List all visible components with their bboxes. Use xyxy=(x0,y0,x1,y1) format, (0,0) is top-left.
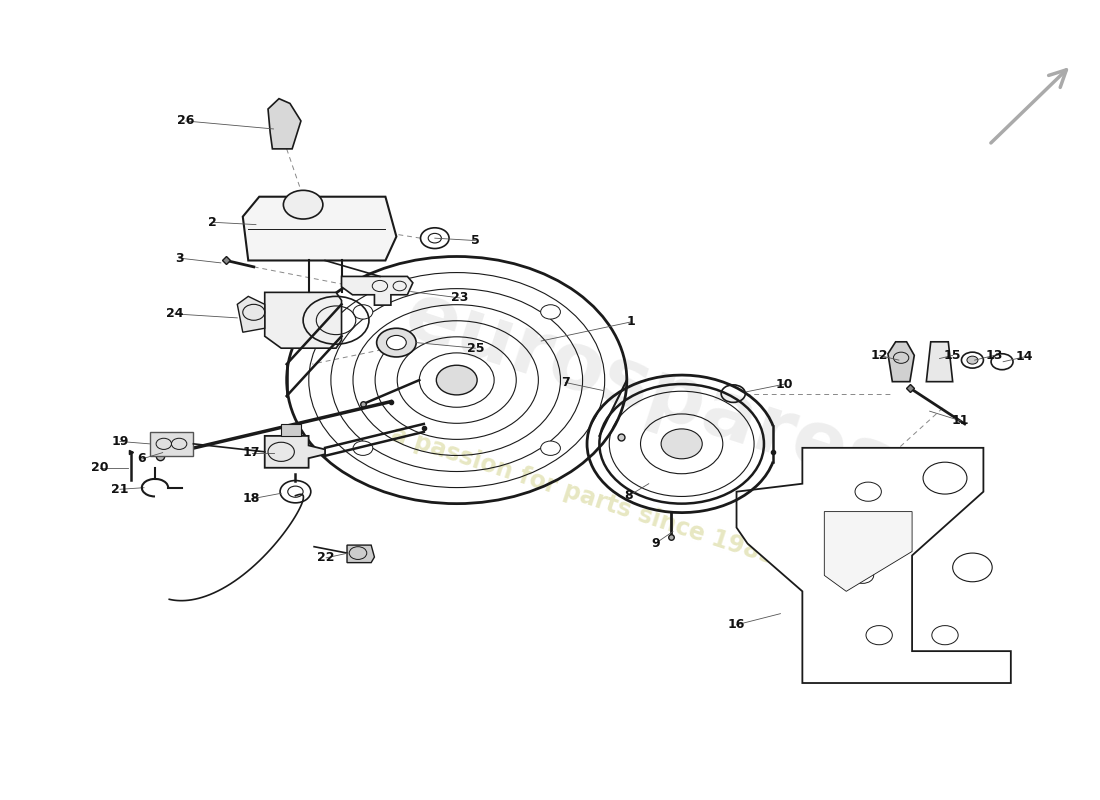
Text: 9: 9 xyxy=(651,537,660,550)
Polygon shape xyxy=(926,342,953,382)
Text: 19: 19 xyxy=(111,435,129,448)
Text: 18: 18 xyxy=(243,492,261,506)
Circle shape xyxy=(541,441,560,455)
Text: 26: 26 xyxy=(177,114,195,127)
Text: 3: 3 xyxy=(175,251,184,265)
Polygon shape xyxy=(341,277,412,305)
Circle shape xyxy=(284,190,323,219)
Text: 1: 1 xyxy=(627,315,636,328)
Polygon shape xyxy=(888,342,914,382)
Circle shape xyxy=(376,328,416,357)
Text: 2: 2 xyxy=(208,216,217,229)
Text: 16: 16 xyxy=(728,618,745,631)
Text: 17: 17 xyxy=(243,446,261,459)
Polygon shape xyxy=(238,296,265,332)
Text: 21: 21 xyxy=(111,482,129,496)
Polygon shape xyxy=(150,432,194,456)
Text: 8: 8 xyxy=(625,489,634,502)
Text: 10: 10 xyxy=(777,378,793,390)
Text: 20: 20 xyxy=(91,462,109,474)
Polygon shape xyxy=(243,197,396,261)
Text: 22: 22 xyxy=(318,551,334,564)
Text: 23: 23 xyxy=(451,291,469,305)
Text: 7: 7 xyxy=(561,376,570,389)
Text: 11: 11 xyxy=(952,414,969,427)
Polygon shape xyxy=(265,436,326,468)
Circle shape xyxy=(386,335,406,350)
Circle shape xyxy=(437,366,477,395)
Text: 6: 6 xyxy=(138,453,146,466)
Text: a passion for parts since 1985: a passion for parts since 1985 xyxy=(387,422,778,570)
Polygon shape xyxy=(265,292,341,348)
Text: 15: 15 xyxy=(944,349,961,362)
Polygon shape xyxy=(346,545,374,562)
Polygon shape xyxy=(737,448,1011,683)
Text: 12: 12 xyxy=(870,349,888,362)
Text: 5: 5 xyxy=(471,234,480,247)
Circle shape xyxy=(661,429,702,458)
Circle shape xyxy=(967,356,978,364)
Polygon shape xyxy=(282,424,301,436)
Circle shape xyxy=(541,305,560,319)
Text: eurospares: eurospares xyxy=(395,276,903,508)
Text: 24: 24 xyxy=(166,307,184,321)
Polygon shape xyxy=(268,98,301,149)
Circle shape xyxy=(353,441,373,455)
Circle shape xyxy=(353,305,373,319)
Text: 13: 13 xyxy=(986,349,1003,362)
Text: 25: 25 xyxy=(466,342,484,354)
Text: 14: 14 xyxy=(1015,350,1033,363)
Polygon shape xyxy=(824,512,912,591)
